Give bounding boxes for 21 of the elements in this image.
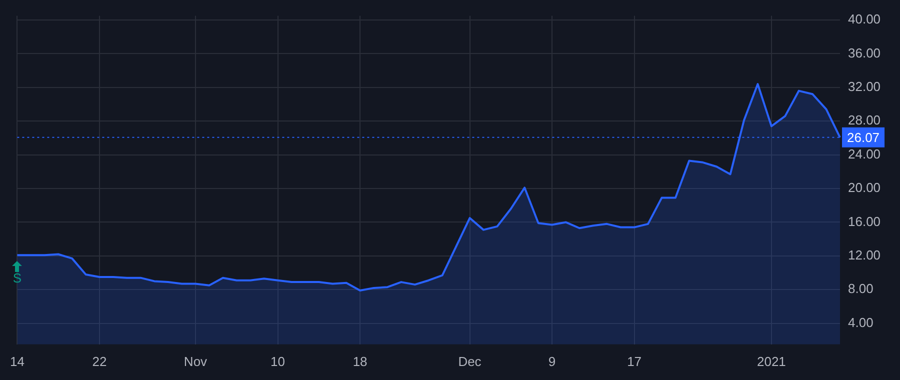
y-tick-label: 24.00 bbox=[848, 146, 881, 162]
x-tick-label: Dec bbox=[458, 354, 482, 369]
x-tick-label: 22 bbox=[92, 354, 107, 369]
y-tick-label: 28.00 bbox=[848, 112, 881, 128]
x-tick-label: Nov bbox=[184, 354, 208, 369]
y-tick-label: 32.00 bbox=[848, 78, 881, 94]
x-tick-label: 2021 bbox=[756, 354, 786, 369]
y-tick-label: 12.00 bbox=[848, 248, 881, 263]
y-tick-label: 36.00 bbox=[848, 45, 881, 60]
x-tick-label: 17 bbox=[627, 354, 642, 369]
x-tick-label: 14 bbox=[10, 354, 24, 369]
y-tick-label: 20.00 bbox=[848, 180, 881, 196]
x-tick-label: 18 bbox=[352, 354, 368, 369]
y-tick-label: 16.00 bbox=[848, 214, 881, 229]
y-tick-label: 40.00 bbox=[848, 12, 881, 27]
annotation: S bbox=[12, 270, 22, 286]
ref-line-label: 26.07 bbox=[847, 130, 880, 145]
y-tick-label: 8.00 bbox=[848, 281, 874, 296]
y-tick-label: 4.00 bbox=[848, 314, 874, 330]
x-tick-label: 9 bbox=[548, 354, 556, 369]
x-tick-label: 10 bbox=[270, 354, 286, 369]
